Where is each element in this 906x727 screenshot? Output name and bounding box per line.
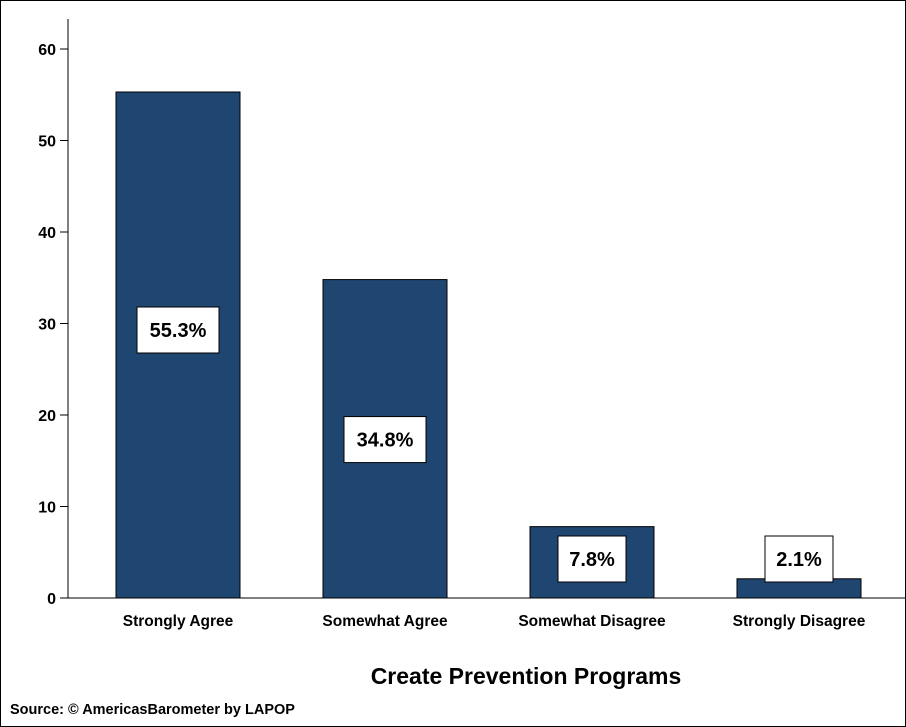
x-tick-label: Somewhat Disagree: [518, 613, 666, 630]
y-tick-label: 10: [38, 500, 56, 517]
data-label: 55.3%: [150, 320, 207, 342]
x-tick-label: Strongly Agree: [123, 613, 234, 630]
data-label-box: [557, 535, 627, 583]
x-tick-label: Strongly Disagree: [733, 613, 866, 630]
y-tick-label: 30: [38, 317, 56, 334]
x-axis: Strongly Agree Somewhat Agree Somewhat Dis…: [68, 597, 905, 630]
y-axis: 0 10 20 30 40 50 60: [38, 19, 69, 608]
y-tick-label: 50: [38, 134, 56, 151]
chart-title: Create Prevention Programs: [371, 663, 682, 689]
y-tick-label: 20: [38, 408, 56, 425]
data-label-box: [136, 306, 220, 354]
data-label-box: [764, 535, 834, 583]
data-label-box: [343, 416, 427, 464]
data-label: 34.8%: [357, 430, 414, 452]
data-labels: 55.3% 34.8% 7.8% 2.1%: [136, 306, 834, 583]
data-label: 7.8%: [569, 549, 615, 571]
y-tick-label: 0: [47, 591, 56, 608]
data-label: 2.1%: [776, 549, 822, 571]
y-tick-label: 60: [38, 42, 56, 59]
y-tick-label: 40: [38, 225, 56, 242]
source-note: Source: © AmericasBarometer by LAPOP: [10, 702, 295, 718]
bars: [115, 91, 862, 599]
x-tick-label: Somewhat Agree: [322, 613, 448, 630]
